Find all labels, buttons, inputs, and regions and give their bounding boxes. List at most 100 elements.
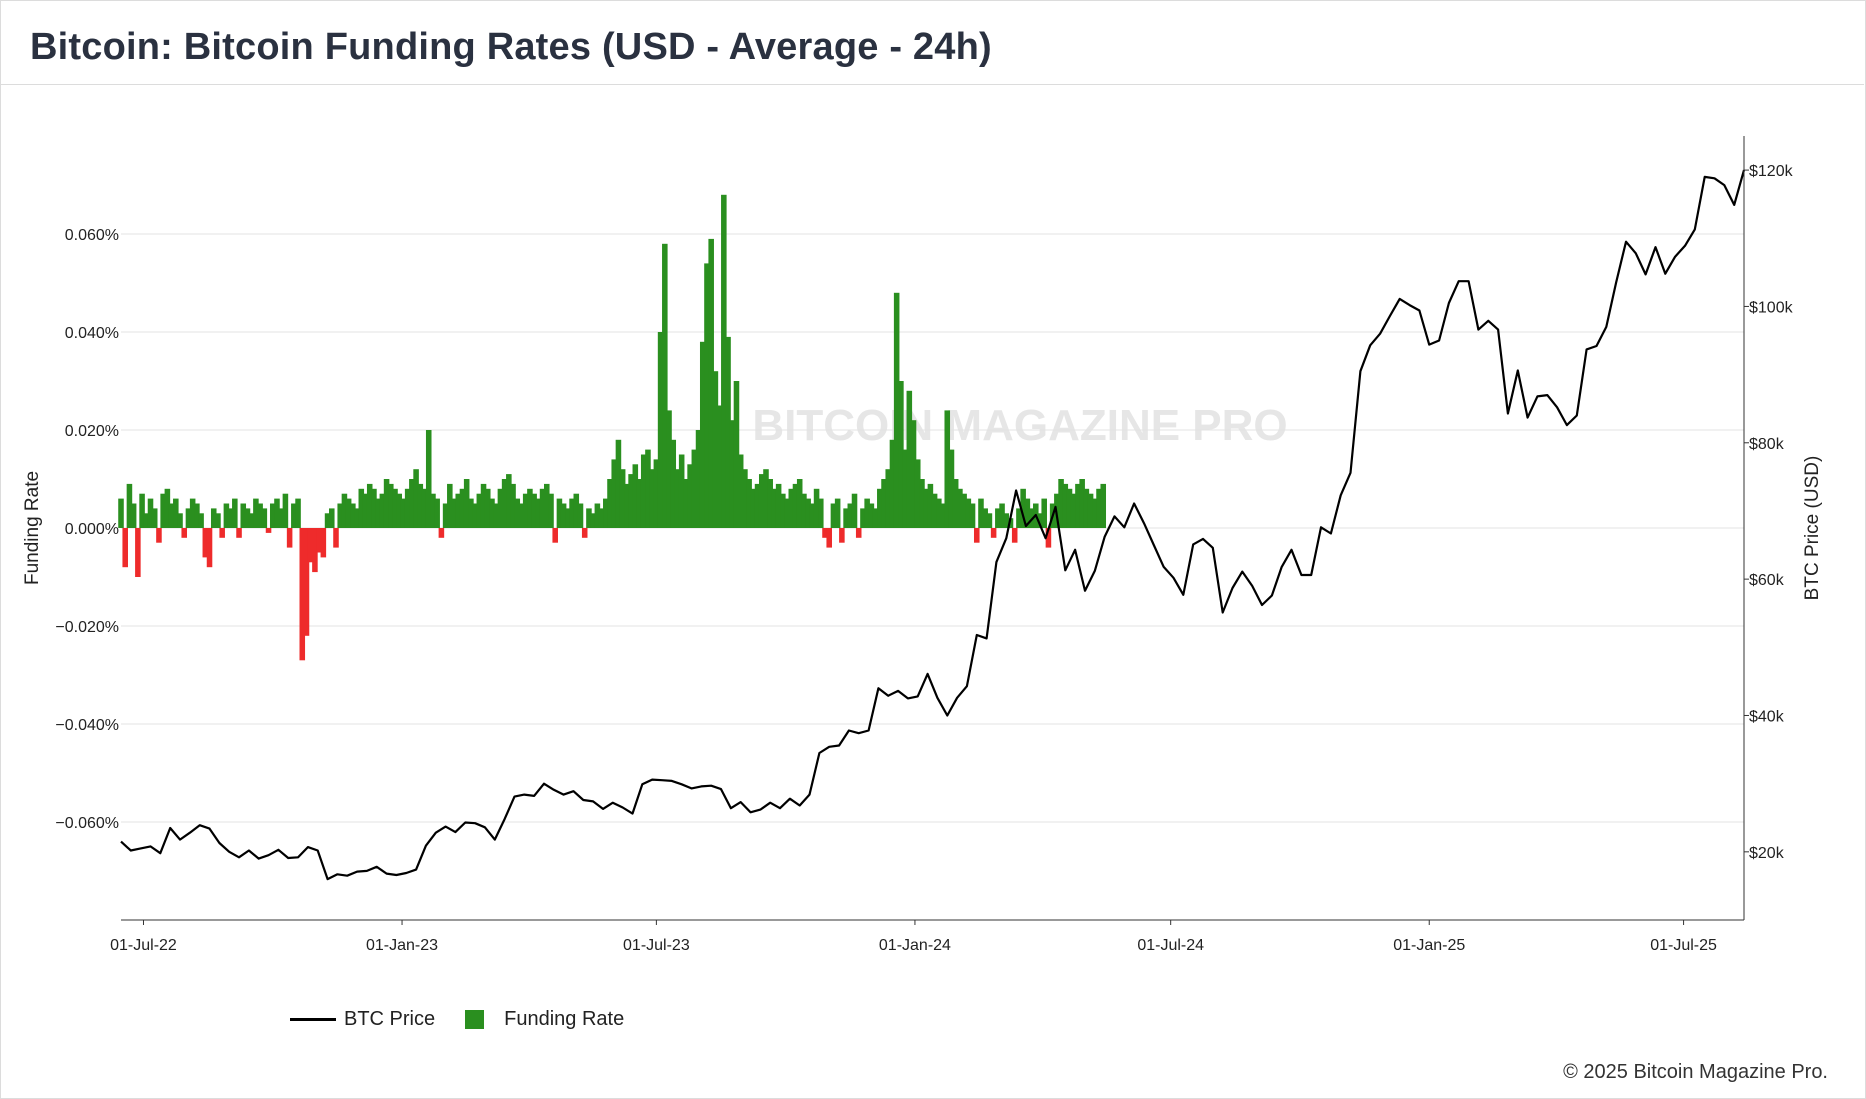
funding-bar-positive xyxy=(404,488,411,528)
funding-bar-positive xyxy=(792,483,799,528)
funding-bar-negative xyxy=(286,528,293,548)
left-axis-title: Funding Rate xyxy=(22,471,43,585)
funding-bar-positive xyxy=(168,503,175,528)
funding-bar-positive xyxy=(615,439,622,528)
funding-bar-positive xyxy=(868,503,875,528)
funding-bar-positive xyxy=(518,503,525,528)
left-tick-label: −0.040% xyxy=(55,717,119,734)
right-tick-label: $80k xyxy=(1749,436,1785,453)
funding-bar-positive xyxy=(371,488,377,528)
right-tick-label: $100k xyxy=(1749,299,1794,316)
funding-bar-positive xyxy=(565,508,571,528)
funding-bar-positive xyxy=(527,488,533,528)
funding-bar-positive xyxy=(851,493,858,528)
funding-bar-positive xyxy=(451,498,457,528)
funding-bar-positive xyxy=(750,488,757,528)
funding-bar-positive xyxy=(847,503,854,528)
funding-bar-positive xyxy=(1079,479,1085,528)
funding-bar-positive xyxy=(788,488,795,528)
funding-bar-positive xyxy=(261,508,268,528)
funding-bar-positive xyxy=(982,508,988,528)
watermark-text: BITCOIN MAGAZINE PRO xyxy=(752,401,1287,450)
funding-bar-positive xyxy=(400,498,407,528)
funding-bar-positive xyxy=(813,488,820,528)
funding-bar-positive xyxy=(198,513,204,528)
funding-bar-negative xyxy=(219,528,225,538)
funding-bar-positive xyxy=(455,493,462,528)
funding-bar-positive xyxy=(902,449,908,528)
funding-bar-positive xyxy=(227,508,234,528)
funding-bar-positive xyxy=(877,488,883,528)
funding-bar-positive xyxy=(501,479,508,528)
right-tick-label: $120k xyxy=(1749,163,1794,180)
funding-bar-positive xyxy=(767,479,773,528)
funding-bar-positive xyxy=(160,493,166,528)
funding-bar-positive xyxy=(253,498,259,528)
funding-bar-positive xyxy=(729,420,736,528)
legend-item-btc-price[interactable]: BTC Price xyxy=(290,1008,435,1031)
x-tick-label: 01-Jul-22 xyxy=(110,937,177,954)
funding-bar-negative xyxy=(312,528,318,573)
funding-bar-positive xyxy=(379,493,386,528)
funding-bar-positive xyxy=(1083,488,1090,528)
funding-bar-positive xyxy=(640,454,647,528)
funding-bar-positive xyxy=(232,498,238,528)
funding-bar-negative xyxy=(299,528,306,661)
x-tick-label: 01-Jul-24 xyxy=(1137,937,1204,954)
funding-bar-positive xyxy=(383,479,390,528)
funding-bar-positive xyxy=(619,469,626,528)
funding-bar-positive xyxy=(704,263,710,528)
funding-bar-positive xyxy=(269,503,276,528)
funding-bar-positive xyxy=(1075,483,1081,528)
funding-bar-positive xyxy=(598,508,605,528)
funding-bar-negative xyxy=(438,528,445,538)
funding-bar-positive xyxy=(678,454,685,528)
funding-bar-positive xyxy=(695,430,702,528)
funding-bar-positive xyxy=(771,488,778,528)
funding-bar-positive xyxy=(476,493,483,528)
funding-bar-negative xyxy=(581,528,588,538)
funding-bar-positive xyxy=(708,238,714,528)
funding-bar-positive xyxy=(763,469,769,528)
funding-bar-positive xyxy=(666,410,672,528)
funding-bar-positive xyxy=(257,503,263,528)
funding-bar-positive xyxy=(210,508,217,528)
funding-bar-positive xyxy=(999,503,1005,528)
funding-bar-negative xyxy=(826,528,832,548)
left-tick-label: −0.020% xyxy=(55,619,119,636)
funding-bar-positive xyxy=(425,430,432,528)
funding-bar-positive xyxy=(480,483,487,528)
funding-bar-positive xyxy=(442,503,449,528)
funding-bar-positive xyxy=(965,498,972,528)
funding-bar-positive xyxy=(843,508,849,528)
funding-bar-negative xyxy=(307,528,314,563)
funding-bar-positive xyxy=(716,405,723,528)
funding-bar-positive xyxy=(687,464,693,528)
funding-bar-negative xyxy=(122,528,128,568)
x-tick-label: 01-Jan-23 xyxy=(366,937,438,954)
funding-bar-positive xyxy=(986,513,993,528)
funding-bar-positive xyxy=(126,483,133,528)
legend-label-btc-price: BTC Price xyxy=(344,1007,436,1030)
funding-bar-positive xyxy=(324,513,331,528)
funding-bar-positive xyxy=(737,454,744,528)
funding-bar-positive xyxy=(662,243,668,529)
funding-bar-positive xyxy=(809,503,816,528)
funding-bar-positive xyxy=(522,493,529,528)
funding-bar-negative xyxy=(1045,528,1052,548)
funding-bar-positive xyxy=(636,479,643,528)
left-tick-label: 0.060% xyxy=(65,227,119,244)
x-tick-label: 01-Jan-24 xyxy=(879,937,951,954)
funding-bar-positive xyxy=(1024,498,1031,528)
legend-item-funding-rate[interactable]: Funding Rate xyxy=(465,1008,624,1031)
funding-bar-positive xyxy=(978,498,984,528)
funding-bar-positive xyxy=(898,381,904,528)
funding-bar-positive xyxy=(291,503,297,528)
funding-bar-positive xyxy=(472,503,478,528)
funding-bar-positive xyxy=(531,493,537,528)
funding-bar-positive xyxy=(632,464,639,528)
funding-bar-positive xyxy=(556,498,563,528)
funding-bar-positive xyxy=(173,498,179,528)
funding-bar-positive xyxy=(670,439,677,528)
funding-bar-positive xyxy=(893,292,900,528)
